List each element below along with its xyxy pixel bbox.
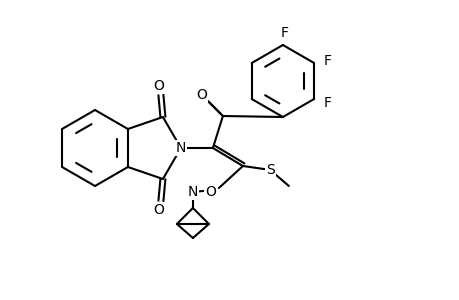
Text: F: F bbox=[280, 26, 288, 40]
Text: N: N bbox=[175, 141, 186, 155]
Text: F: F bbox=[324, 54, 331, 68]
Text: O: O bbox=[153, 79, 164, 93]
Text: S: S bbox=[266, 163, 274, 177]
Text: O: O bbox=[196, 88, 207, 102]
Text: O: O bbox=[205, 185, 216, 199]
Text: F: F bbox=[324, 96, 331, 110]
Text: O: O bbox=[153, 203, 164, 217]
Text: N: N bbox=[187, 185, 198, 199]
